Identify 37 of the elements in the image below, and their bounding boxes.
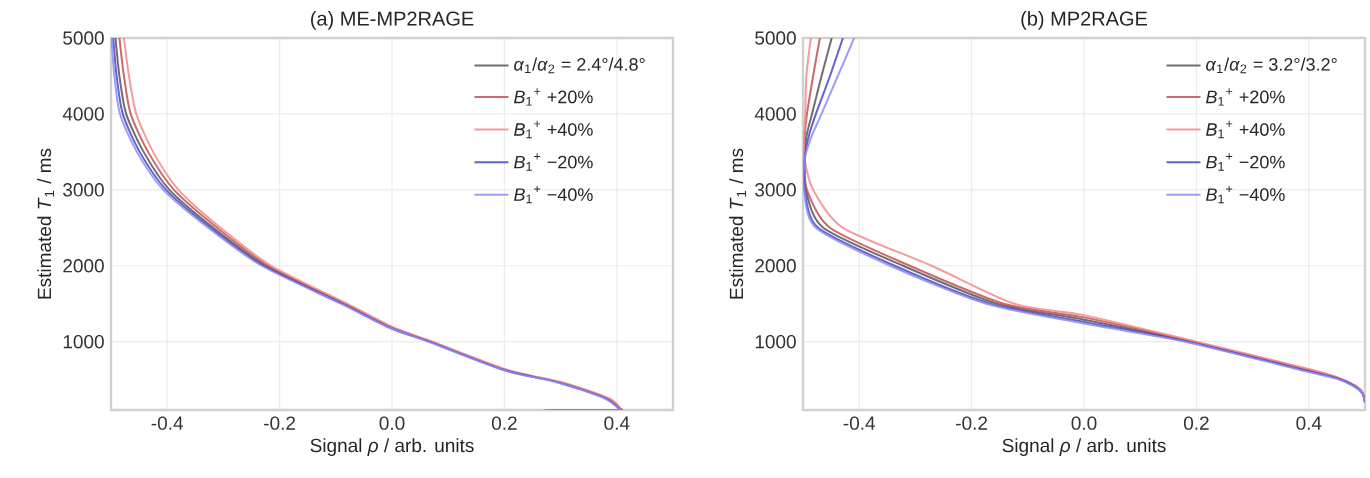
legend-label: B$_{1}$$^{+}$ −40% [1206,185,1285,204]
y-axis-title: Estimated T$_{1}$ / ms [729,148,746,299]
legend-label: B$_{1}$$^{+}$ −40% [514,185,593,204]
chart-title: (a) ME-MP2RAGE [311,11,474,30]
legend-label: B$_{1}$$^{+}$ +20% [1206,88,1285,106]
x-tick-label: 0.2 [1183,416,1209,430]
y-tick-label: 2000 [63,259,104,273]
legend-label: B$_{1}$$^{+}$ +40% [1206,120,1285,139]
y-axis-title: Estimated T$_{1}$ / ms [37,148,54,299]
legend-label: B$_{1}$$^{+}$ +20% [514,88,593,106]
line-series [803,38,1366,404]
y-tick-label: 3000 [755,183,796,197]
legend-label: B$_{1}$$^{+}$ −20% [514,153,593,171]
x-tick-label: -0.2 [956,416,988,430]
y-tick-label: 1000 [755,334,796,349]
legend-label: B$_{1}$$^{+}$ +40% [514,120,593,139]
y-tick-label: 4000 [754,107,796,121]
y-tick-label: 1000 [63,334,104,349]
y-tick-label: 5000 [755,31,796,45]
x-axis-title: Signal ρ / arb. units [1002,438,1166,456]
legend-label: α$_{1}$/α$_{2}$ = 3.2°/3.2° [1206,57,1337,74]
y-tick-label: 5000 [63,31,104,45]
x-tick-label: 0.4 [1296,416,1322,430]
x-axis-title: Signal ρ / arb. units [310,438,474,456]
x-tick-label: -0.2 [264,416,296,430]
x-tick-label: 0.4 [604,416,630,430]
x-tick-label: 0.0 [1071,416,1097,430]
legend-label: α$_{1}$/α$_{2}$ = 2.4°/4.8° [514,57,645,74]
x-tick-label: -0.4 [151,416,184,430]
y-tick-label: 2000 [755,259,796,273]
x-tick-label: 0.0 [379,416,405,430]
x-tick-label: 0.2 [491,416,517,430]
y-tick-label: 4000 [62,107,104,121]
y-tick-label: 3000 [63,183,104,197]
x-tick-label: -0.4 [843,416,876,430]
legend-label: B$_{1}$$^{+}$ −20% [1206,153,1285,171]
chart-title: (b) MP2RAGE [1021,11,1148,30]
